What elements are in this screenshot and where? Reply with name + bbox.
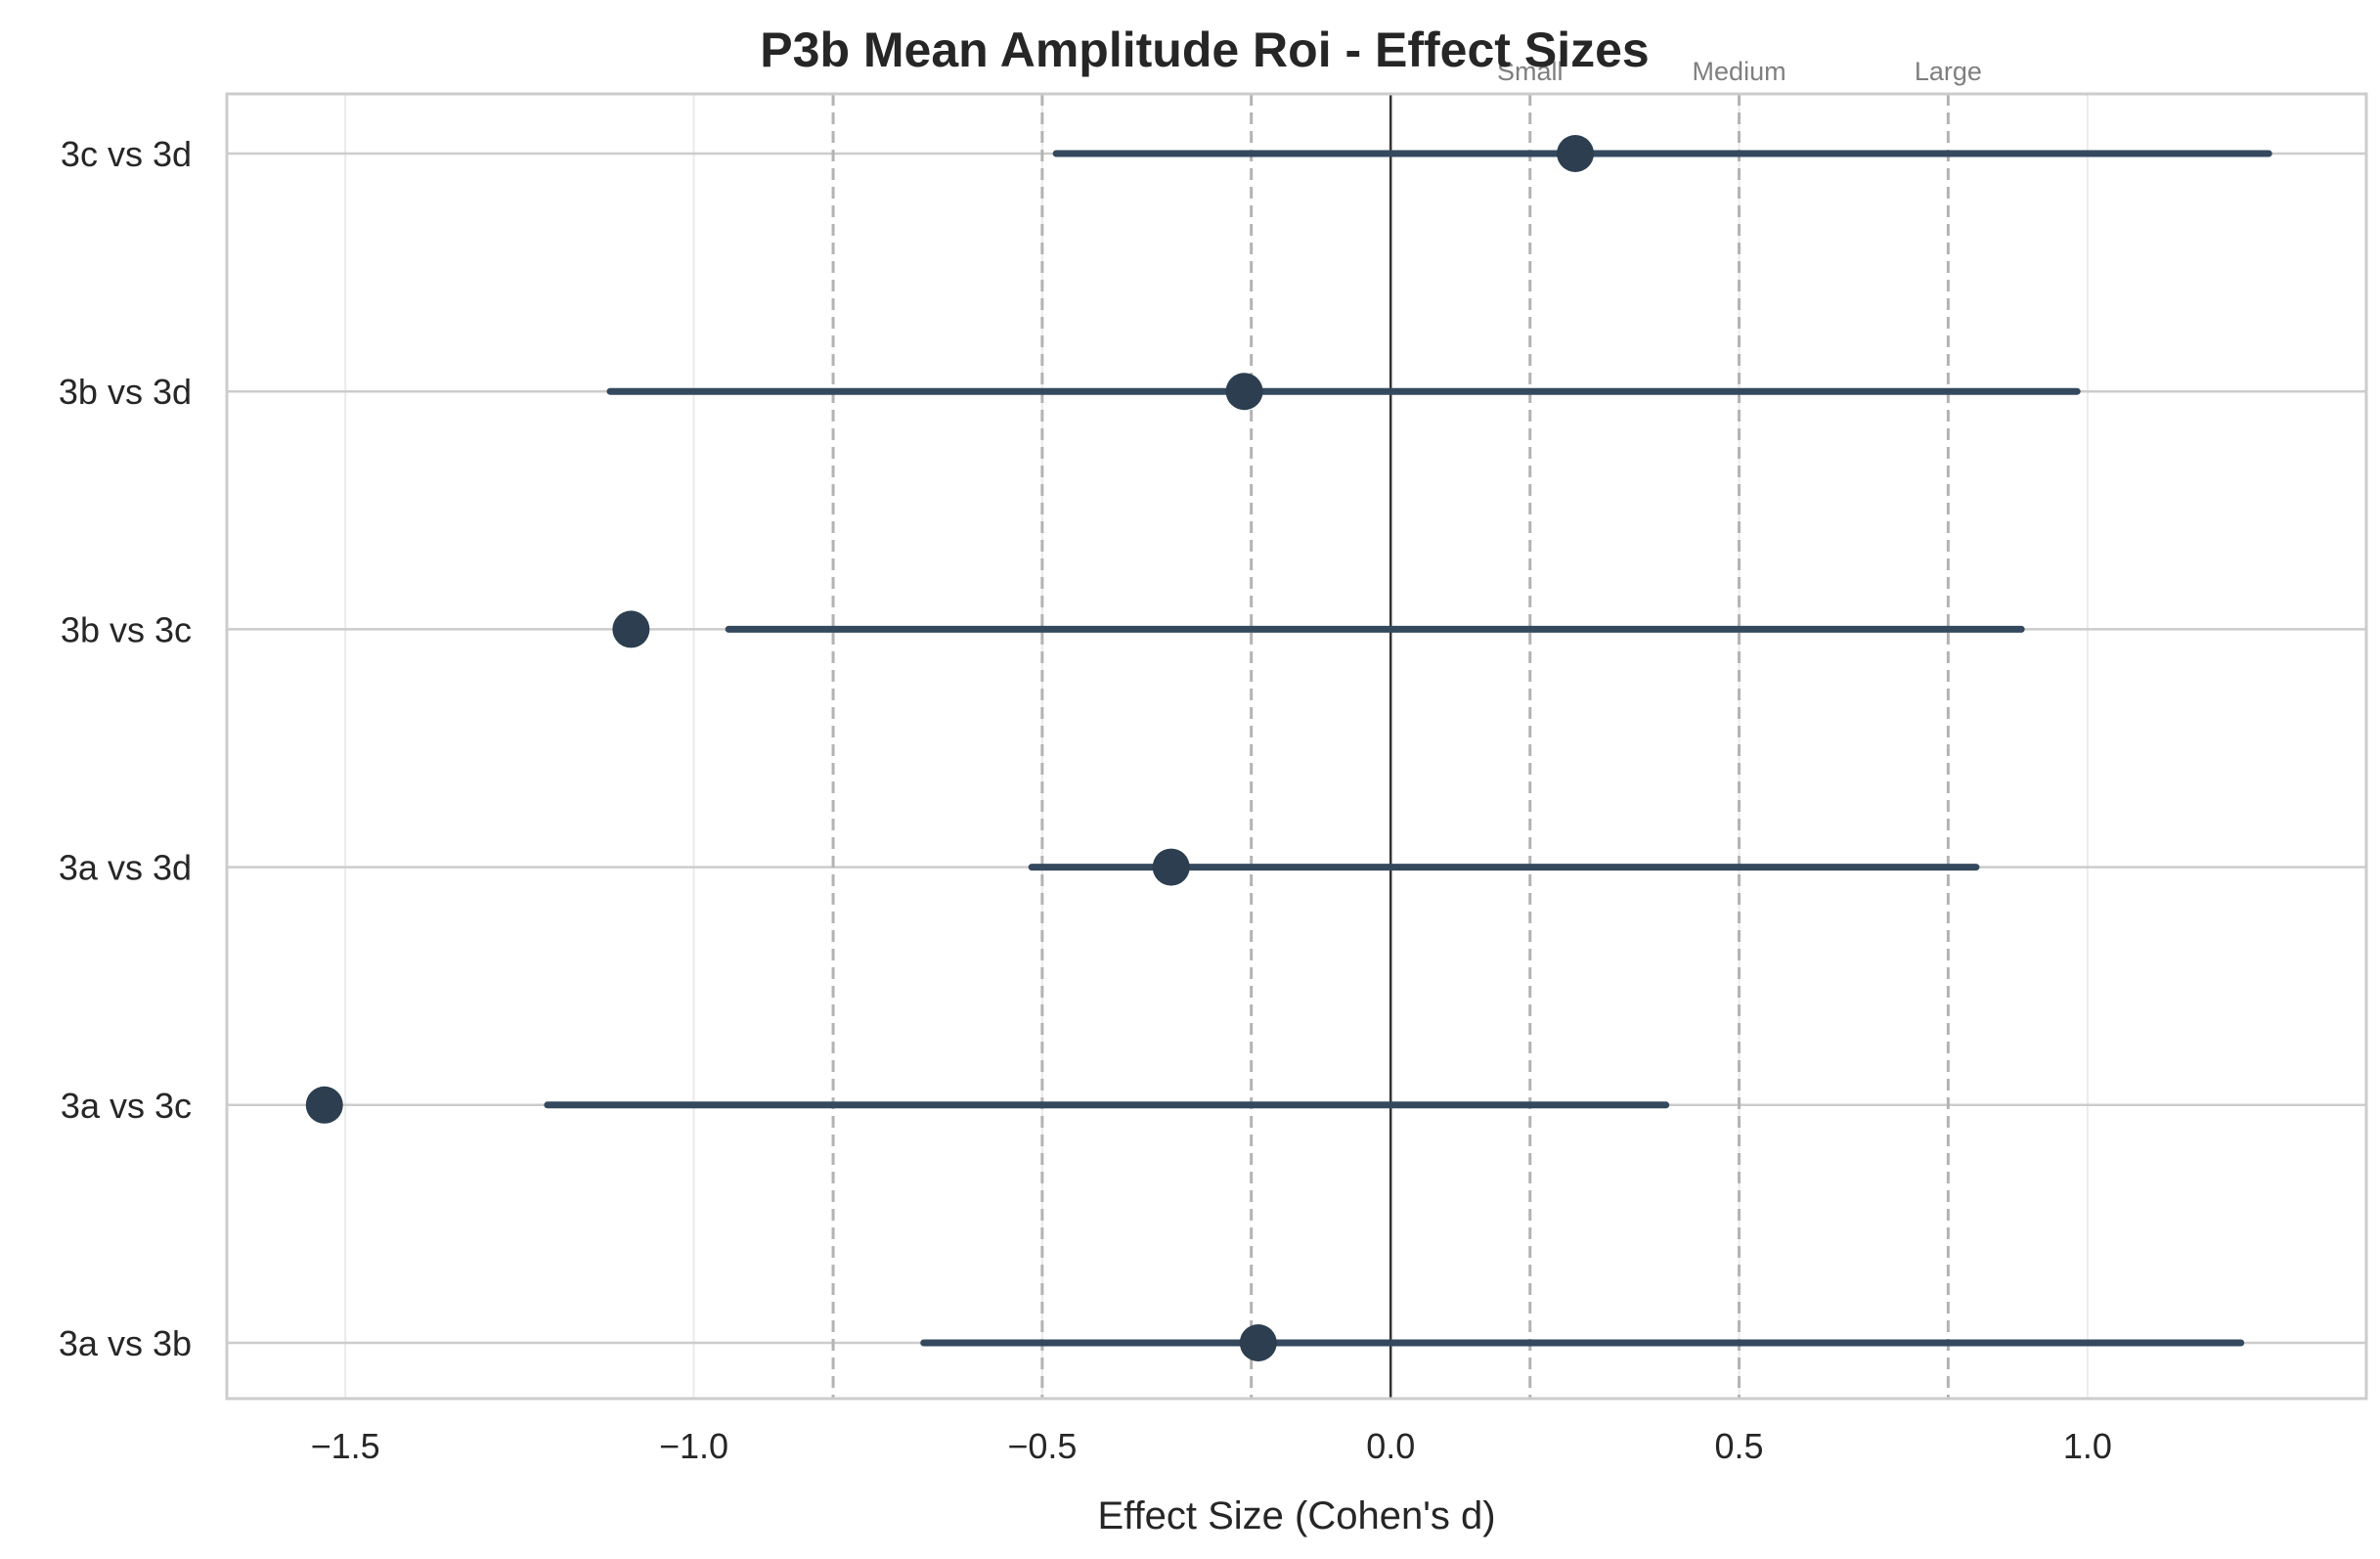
y-tick-label: 3b vs 3c [61,609,192,649]
y-tick-label: 3c vs 3d [61,134,192,174]
effect-size-point [1239,1324,1277,1361]
threshold-label: Medium [1693,57,1786,86]
x-tick-label: −1.5 [311,1426,380,1466]
reference-lines [831,94,1950,1399]
y-tick-labels: 3c vs 3d 3b vs 3d 3b vs 3c 3a vs 3d 3a vs 3c… [59,134,192,1363]
x-tick-label: −1.0 [659,1426,728,1466]
x-axis-label: Effect Size (Cohen's d) [1097,1494,1495,1537]
y-tick-label: 3a vs 3b [59,1323,192,1363]
effect-size-point [612,610,650,648]
effect-size-point [1225,373,1263,411]
effect-size-point [1557,135,1595,172]
effect-size-point [305,1086,343,1124]
effect-size-point [1152,848,1190,886]
chart-title: P3b Mean Amplitude Roi - Effect Sizes [760,22,1649,77]
y-tick-label: 3b vs 3d [59,372,192,412]
x-tick-label: −0.5 [1007,1426,1077,1466]
x-tick-label: 1.0 [2063,1426,2112,1466]
threshold-label: Large [1915,57,1982,86]
effect-size-threshold-labels: Small Medium Large [1497,57,1982,86]
effect-size-points [305,135,1595,1361]
threshold-label: Small [1497,57,1564,86]
plot-frame [225,92,2368,1401]
y-tick-label: 3a vs 3c [61,1086,192,1126]
x-tick-labels: −1.5 −1.0 −0.5 0.0 0.5 1.0 [311,1426,2112,1466]
y-tick-label: 3a vs 3d [59,848,192,888]
x-tick-label: 0.5 [1715,1426,1764,1466]
x-tick-label: 0.0 [1366,1426,1415,1466]
